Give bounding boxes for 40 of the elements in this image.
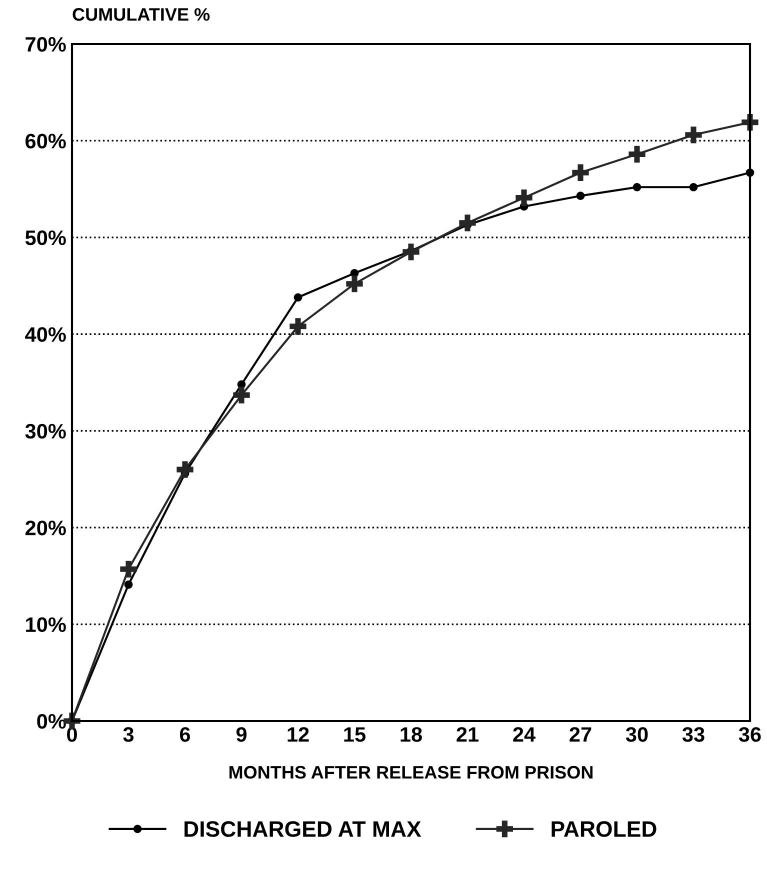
point	[576, 192, 585, 200]
x-tick-label: 36	[738, 727, 761, 742]
x-tick-label: 15	[344, 727, 366, 742]
x-tick-label: 6	[180, 727, 190, 742]
y-axis-title: CUMULATIVE %	[72, 8, 210, 21]
point	[290, 318, 306, 335]
point	[689, 182, 698, 192]
x-tick-label: 3	[123, 727, 134, 742]
point	[294, 293, 302, 302]
point	[632, 182, 642, 192]
legend-label: DISCHARGED AT MAX	[184, 821, 422, 837]
x-tick-label: 24	[513, 727, 536, 742]
x-tick-label: 30	[626, 727, 648, 742]
y-tick-label: 60%	[26, 134, 66, 148]
point	[628, 146, 646, 163]
point	[346, 276, 363, 292]
x-tick-label: 33	[682, 727, 704, 742]
point	[572, 164, 589, 181]
x-tick-label: 12	[288, 727, 309, 742]
point	[120, 560, 137, 578]
point	[176, 461, 194, 478]
x-tick-label: 21	[456, 727, 479, 742]
point	[685, 126, 702, 144]
y-tick-label: 30%	[25, 424, 66, 439]
x-tick-label: 27	[570, 727, 592, 742]
y-tick-label: 40%	[25, 327, 66, 342]
point	[402, 244, 420, 260]
point	[516, 189, 532, 206]
y-tick-label: 0%	[37, 714, 66, 729]
point	[233, 386, 250, 404]
point	[124, 580, 133, 589]
y-tick-label: 10%	[26, 617, 66, 632]
x-tick-label: 9	[236, 727, 247, 742]
y-tick-label: 50%	[25, 230, 66, 246]
legend-label: PAROLED	[552, 821, 656, 837]
y-tick-label: 20%	[25, 520, 66, 536]
point	[459, 214, 476, 232]
y-tick-label: 70%	[26, 37, 66, 52]
x-tick-label: 18	[400, 727, 422, 742]
x-axis-title: MONTHS AFTER RELEASE FROM PRISON	[229, 766, 593, 779]
